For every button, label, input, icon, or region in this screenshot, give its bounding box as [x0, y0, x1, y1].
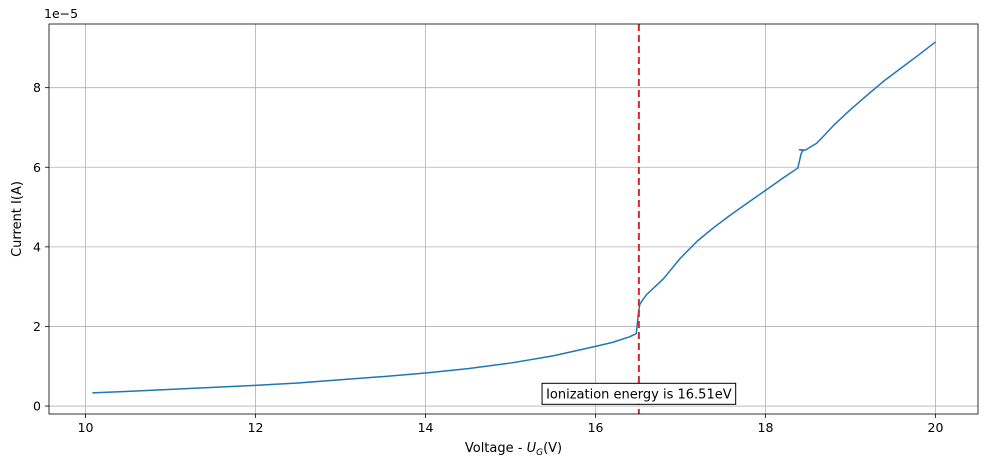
y-tick-label: 6: [33, 160, 41, 175]
series-line: [92, 41, 936, 394]
y-axis-label: Current I(A): [10, 181, 25, 257]
annotation-frame: [541, 382, 737, 405]
y-offset-text: 1e−5: [44, 6, 78, 21]
x-tick-label: 10: [78, 420, 94, 435]
annotation-text: Ionization energy is 16.51eV: [546, 387, 732, 402]
annotation-box: Ionization energy is 16.51eV: [541, 382, 737, 405]
x-tick-label: 20: [928, 420, 944, 435]
x-axis-label-prefix: Voltage -: [465, 441, 527, 456]
x-tick-label: 14: [418, 420, 434, 435]
x-tick-label: 16: [588, 420, 604, 435]
y-tick-label: 0: [33, 399, 41, 414]
y-tick-label: 8: [33, 80, 41, 95]
x-axis-label-var: U: [527, 441, 537, 456]
x-axis-label: Voltage - UG(V): [465, 441, 562, 458]
series-layer: [92, 41, 936, 394]
plot-frame: [48, 23, 979, 415]
x-tick-label: 12: [248, 420, 264, 435]
x-axis-label-unit: (V): [543, 441, 562, 456]
x-axis-label-sub: G: [536, 448, 543, 458]
x-tick-label: 18: [758, 420, 774, 435]
x-axis-ticks: 10 12 14 16 18 20: [78, 414, 944, 435]
y-tick-label: 4: [33, 239, 41, 254]
y-tick-label: 2: [33, 319, 41, 334]
y-axis-ticks: 0 2 4 6 8: [33, 80, 49, 414]
grid-lines: [49, 24, 978, 414]
